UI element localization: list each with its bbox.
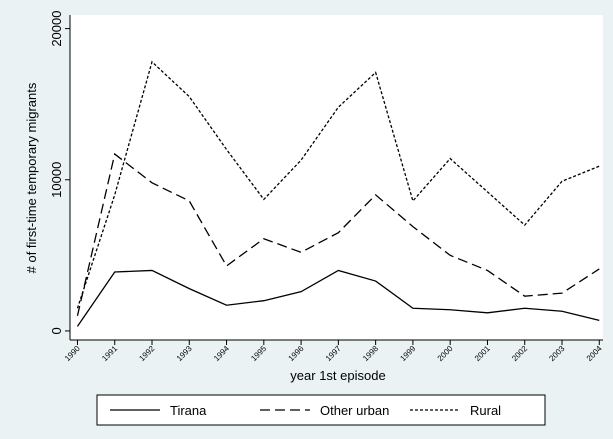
- x-tick-label: 2002: [510, 344, 529, 363]
- line: [76, 269, 600, 327]
- line: [76, 152, 600, 316]
- x-tick-label: 2001: [473, 344, 492, 363]
- y-axis-label: # of first-time temporary migrants: [24, 82, 39, 273]
- y-tick-label: 20000: [49, 11, 64, 47]
- x-tick-label: 1998: [361, 344, 380, 363]
- y-tick-label: 0: [49, 327, 64, 334]
- legend: [96, 394, 546, 426]
- legend-label: Other urban: [320, 403, 389, 418]
- legend-label: Tirana: [170, 403, 207, 418]
- x-tick-label: 1997: [324, 344, 343, 363]
- x-tick-label: 1990: [63, 344, 82, 363]
- x-tick-label: 1999: [398, 344, 417, 363]
- plot-area: [70, 15, 603, 340]
- x-tick-label: 1994: [212, 344, 231, 363]
- x-tick-label: 1995: [249, 344, 268, 363]
- x-tick-label: 1993: [175, 344, 194, 363]
- legend-label: Rural: [470, 403, 501, 418]
- x-axis-label: year 1st episode: [290, 368, 385, 383]
- x-tick-label: 1996: [287, 344, 306, 363]
- y-tick-label: 10000: [49, 162, 64, 198]
- x-tick-label: 2003: [547, 344, 566, 363]
- x-tick-label: 1992: [137, 344, 156, 363]
- x-tick-label: 1991: [100, 344, 119, 363]
- x-tick-label: 2000: [436, 344, 455, 363]
- x-tick-label: 2004: [585, 344, 604, 363]
